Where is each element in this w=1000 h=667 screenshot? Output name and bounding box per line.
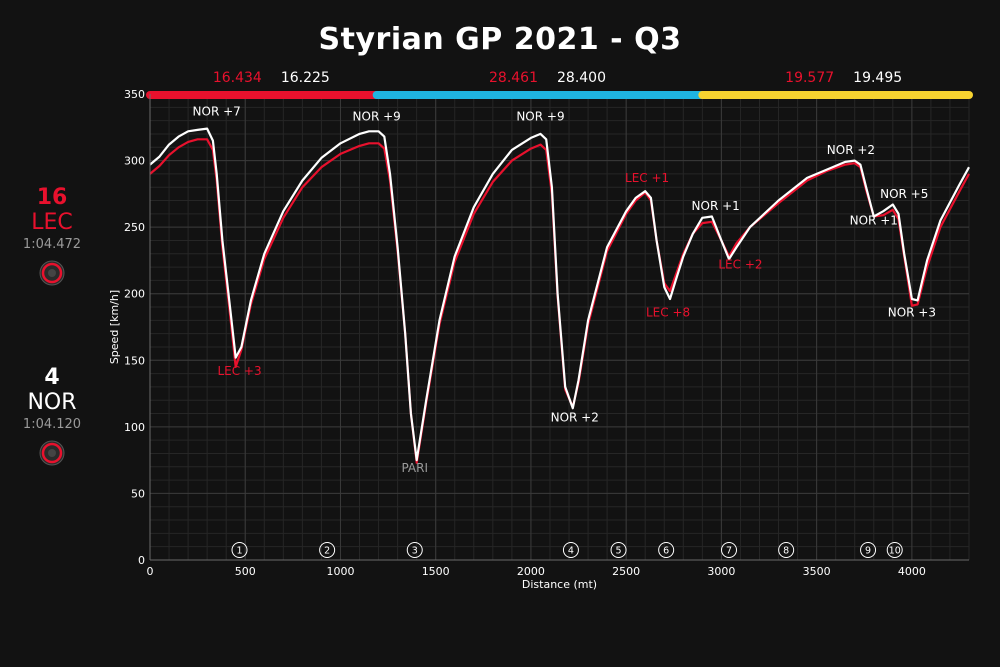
series-lines (149, 127, 970, 464)
chart-title: Styrian GP 2021 - Q3 (318, 22, 682, 57)
driver-nor-code: NOR (27, 390, 77, 415)
corner-markers: 1 2 3 4 5 6 7 8 9 10 (231, 542, 903, 558)
x-tick-label: 3500 (803, 565, 831, 578)
soft-tyre-icon (39, 440, 65, 470)
driver-lec-code: LEC (31, 210, 73, 235)
sector-2-lec-time: 28.461 (489, 70, 538, 86)
corner-marker-circle (562, 542, 579, 558)
delta-label: LEC +3 (217, 364, 261, 378)
corner-marker-label: 7 (726, 546, 732, 557)
y-tick-label: 300 (124, 155, 145, 168)
driver-nor-laptime: 1:04.120 (22, 417, 82, 432)
sector-3-nor-time: 19.495 (853, 70, 902, 86)
delta-label: LEC +2 (718, 257, 762, 271)
y-tick-label: 0 (138, 554, 145, 567)
corner-marker-circle (860, 542, 877, 558)
driver-lec-number: 16 (36, 185, 68, 210)
y-tick-label: 350 (124, 88, 145, 101)
driver-lec-laptime: 1:04.472 (22, 237, 82, 252)
corner-marker-label: 6 (663, 546, 669, 557)
sector-1-nor-time: 16.225 (281, 70, 330, 86)
driver-nor-number: 4 (44, 365, 60, 390)
delta-label: NOR +2 (551, 411, 599, 425)
corner-marker-circle (721, 542, 738, 558)
delta-label: NOR +1 (692, 199, 740, 213)
y-axis-label: Speed [km/h] (108, 290, 121, 364)
y-tick-label: 200 (124, 288, 145, 301)
y-tick-label: 50 (131, 487, 145, 500)
x-tick-label: 1000 (326, 565, 354, 578)
corner-marker-circle (658, 542, 675, 558)
corner-marker-label: 4 (568, 546, 574, 557)
delta-label: LEC +8 (646, 305, 690, 319)
y-tick-label: 250 (124, 221, 145, 234)
delta-label: NOR +7 (193, 104, 241, 118)
x-tick-label: 500 (235, 565, 256, 578)
delta-label: NOR +9 (353, 110, 401, 124)
series-line-nor (149, 127, 970, 462)
y-tick-label: 100 (124, 421, 145, 434)
delta-label: PARI (401, 461, 428, 475)
corner-marker-label: 2 (324, 546, 330, 557)
x-tick-label: 0 (147, 565, 154, 578)
x-tick-label: 2500 (612, 565, 640, 578)
y-tick-label: 150 (124, 354, 145, 367)
corner-marker-label: 9 (865, 546, 871, 557)
soft-tyre-icon (39, 260, 65, 290)
delta-annotations: NOR +7 LEC +3 NOR +9 PARI NOR +9 NOR +2 LEC +1… (193, 104, 936, 475)
sector-3-lec-time: 19.577 (785, 70, 834, 86)
corner-marker-circle (610, 542, 627, 558)
corner-marker-circle (319, 542, 336, 558)
x-tick-label: 2000 (517, 565, 545, 578)
corner-marker-circle (886, 542, 903, 558)
corner-marker-circle (778, 542, 795, 558)
corner-marker-label: 1 (236, 546, 242, 557)
corner-marker-label: 5 (616, 546, 622, 557)
delta-label: NOR +1 (850, 213, 898, 227)
x-tick-label: 3000 (707, 565, 735, 578)
sector-2-nor-time: 28.400 (557, 70, 606, 86)
x-tick-label: 1500 (422, 565, 450, 578)
delta-label: LEC +1 (625, 171, 669, 185)
corner-marker-circle (231, 542, 248, 558)
driver-nor-panel: 4 NOR 1:04.120 (0, 366, 104, 470)
delta-label: NOR +3 (888, 305, 936, 319)
corner-marker-label: 3 (412, 546, 418, 557)
delta-label: NOR +9 (516, 110, 564, 124)
corner-marker-label: 10 (889, 546, 901, 557)
x-tick-label: 4000 (898, 565, 926, 578)
sector-bars: 16.434 16.225 28.461 28.400 19.577 19.495 (146, 70, 973, 99)
x-axis-label: Distance (mt) (522, 578, 597, 591)
driver-lec-panel: 16 LEC 1:04.472 (0, 186, 104, 290)
sector-1-lec-time: 16.434 (213, 70, 262, 86)
corner-marker-label: 8 (783, 546, 789, 557)
corner-marker-circle (406, 542, 423, 558)
delta-label: NOR +5 (880, 187, 928, 201)
delta-label: NOR +2 (827, 143, 875, 157)
